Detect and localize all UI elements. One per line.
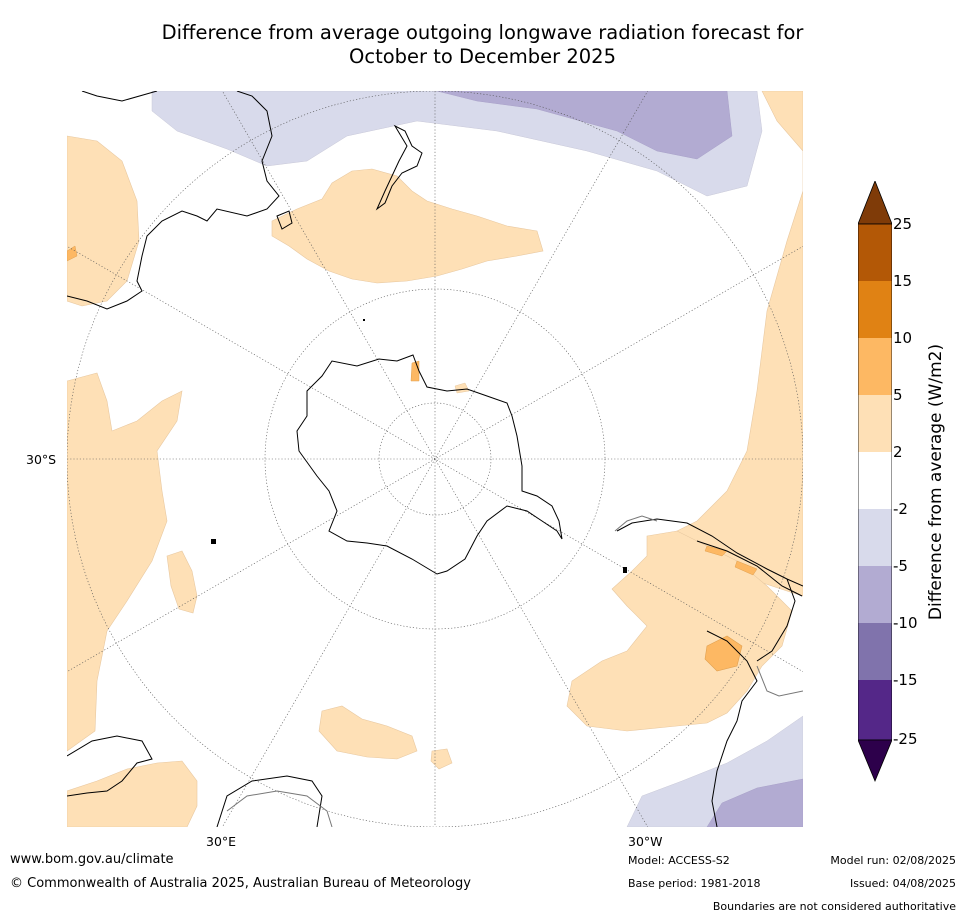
base-period-text: Base period: 1981-2018: [628, 877, 761, 890]
issued-text: Issued: 04/08/2025: [849, 877, 956, 890]
model-run-text: Model run: 02/08/2025: [830, 854, 956, 867]
new-zealand-coast: [375, 124, 423, 211]
south-america-region: [676, 91, 803, 597]
colorbar-tick-neg10: -10: [893, 614, 918, 632]
islands: [211, 319, 627, 573]
argentina-hotspot: [704, 635, 743, 672]
colorbar-band-neutral: [858, 452, 892, 509]
colorbar-band-neg10-neg15: [858, 623, 892, 680]
colorbar-band-neg2-neg5: [858, 509, 892, 566]
lon-label-30w: 30°W: [628, 834, 663, 849]
colorbar-over: [858, 181, 892, 225]
southern-africa-region: [67, 760, 198, 827]
indian-ocean-region: [318, 705, 418, 760]
model-text: Model: ACCESS-S2: [628, 854, 730, 867]
colorbar-tick-neg5: -5: [893, 557, 908, 575]
colorbar-band-2-5: [858, 395, 892, 452]
map-svg: [67, 91, 803, 827]
colorbar-band-15-25: [858, 224, 892, 281]
colorbar-tick-2: 2: [893, 443, 903, 461]
chile-hotspot: [704, 545, 758, 576]
argentina-region: [566, 530, 793, 732]
polar-map: [67, 91, 803, 827]
antarctica-coast: [296, 354, 563, 575]
title-line-1: Difference from average outgoing longwav…: [161, 21, 804, 44]
south-america-coast: [616, 518, 803, 827]
coastlines: [67, 91, 803, 827]
map-title: Difference from average outgoing longwav…: [0, 21, 965, 69]
kerguelen-region: [430, 748, 453, 770]
colorbar-band-5-10: [858, 338, 892, 395]
lat-label-30s: 30°S: [26, 452, 57, 467]
colorbar: [858, 181, 892, 783]
gough-region: [166, 550, 198, 614]
colorbar-tick-25: 25: [893, 215, 913, 233]
tasmania-coast: [276, 210, 293, 230]
south-atlantic-region: [67, 372, 183, 752]
africa-hotspot: [67, 245, 78, 262]
colorbar-band-neg15-neg25: [858, 680, 892, 740]
disclaimer-text: Boundaries are not considered authoritat…: [712, 900, 956, 913]
colorbar-tick-10: 10: [893, 329, 913, 347]
weddell-spot: [454, 382, 470, 394]
colorbar-tick-neg2: -2: [893, 500, 908, 518]
pacific-north-darker: [436, 91, 733, 160]
colorbar-under: [858, 739, 892, 783]
africa-coast: [67, 735, 323, 827]
south-atlantic-north-darker: [706, 778, 803, 827]
lon-label-30e: 30°E: [206, 834, 237, 849]
antarctic-peninsula-hotspot: [410, 360, 420, 382]
colorbar-band-10-15: [858, 281, 892, 338]
graticule: [67, 91, 803, 827]
africa-west-region: [67, 135, 140, 307]
title-line-2: October to December 2025: [349, 45, 616, 68]
colorbar-tick-15: 15: [893, 272, 913, 290]
colorbar-tick-5: 5: [893, 386, 903, 404]
country-borders: [226, 515, 803, 827]
australia-coast: [67, 91, 280, 310]
colorbar-tick-neg25: -25: [893, 730, 918, 748]
colorbar-band-neg5-neg10: [858, 566, 892, 623]
website-link[interactable]: www.bom.gov.au/climate: [10, 852, 174, 867]
copyright-text: © Commonwealth of Australia 2025, Austra…: [10, 876, 471, 891]
colorbar-tick-neg15: -15: [893, 671, 918, 689]
colorbar-title: Difference from average (W/m2): [926, 343, 946, 621]
new-zealand-region: [271, 168, 544, 284]
